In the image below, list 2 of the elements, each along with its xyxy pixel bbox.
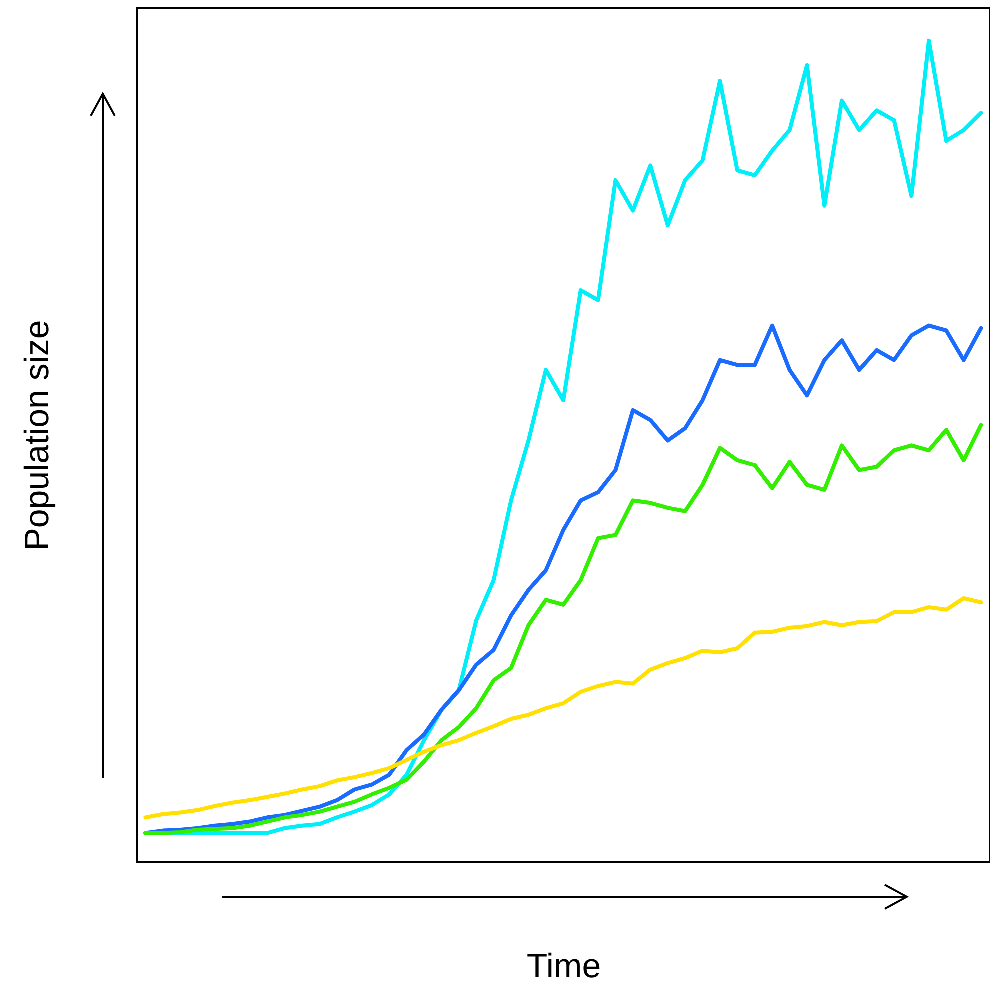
y-axis-title: Population size bbox=[18, 320, 56, 551]
x-axis-title: Time bbox=[526, 948, 602, 986]
